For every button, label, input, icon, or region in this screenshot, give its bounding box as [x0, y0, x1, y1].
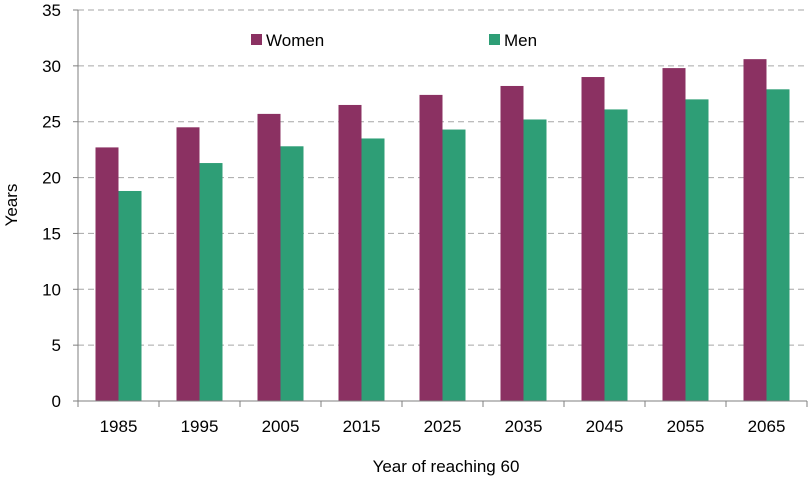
y-axis-title: Years: [2, 184, 21, 227]
legend-swatch-men: [489, 34, 500, 45]
bar-men-2055: [685, 99, 709, 401]
bar-women-2055: [662, 68, 686, 401]
y-tick-label: 30: [42, 57, 61, 76]
bar-women-1985: [95, 147, 119, 401]
x-tick-label: 2015: [343, 417, 381, 436]
y-tick-label: 5: [52, 336, 61, 355]
bar-men-2065: [766, 89, 790, 402]
x-tick-label: 2025: [424, 417, 462, 436]
y-tick-label: 25: [42, 113, 61, 132]
x-tick-label: 2035: [505, 417, 543, 436]
x-tick-label: 1985: [100, 417, 138, 436]
bar-women-2035: [500, 85, 524, 402]
x-tick-label: 1995: [181, 417, 219, 436]
bar-men-1985: [118, 190, 142, 401]
bar-women-2015: [338, 104, 362, 401]
x-tick-label: 2005: [262, 417, 300, 436]
bar-men-2045: [604, 109, 628, 401]
x-tick-label: 2065: [748, 417, 786, 436]
y-tick-label: 0: [52, 392, 61, 411]
bar-men-1995: [199, 163, 223, 401]
bar-men-2025: [442, 129, 466, 401]
y-tick-label: 35: [42, 1, 61, 20]
bar-men-2005: [280, 146, 304, 401]
x-tick-label: 2045: [586, 417, 624, 436]
bar-women-2045: [581, 77, 605, 402]
y-tick-label: 20: [42, 169, 61, 188]
legend-label-women: Women: [266, 31, 324, 50]
x-tick-label: 2055: [667, 417, 705, 436]
bar-women-2065: [743, 59, 767, 401]
bar-women-1995: [176, 127, 200, 402]
bars: [95, 59, 790, 402]
y-tick-label: 10: [42, 280, 61, 299]
legend-swatch-women: [251, 34, 262, 45]
y-tick-label: 15: [42, 224, 61, 243]
legend-label-men: Men: [504, 31, 537, 50]
bar-men-2015: [361, 138, 385, 401]
bar-women-2025: [419, 94, 443, 401]
legend: Women Men: [251, 31, 537, 50]
x-axis-title: Year of reaching 60: [373, 457, 520, 476]
bar-women-2005: [257, 113, 281, 401]
bar-men-2035: [523, 119, 547, 401]
